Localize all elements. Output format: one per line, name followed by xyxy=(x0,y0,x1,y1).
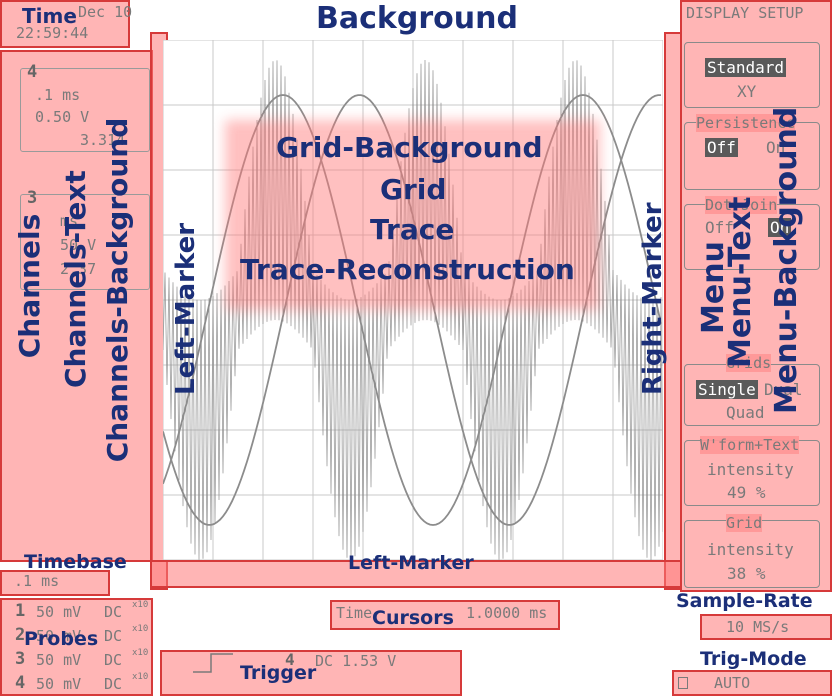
persistence-label: Persistence xyxy=(696,114,796,132)
wform-intensity-label2: intensity xyxy=(707,460,794,479)
date-text: Dec 10 xyxy=(78,3,133,21)
cursors-value: 1.0000 ms xyxy=(466,604,548,622)
probe-atten: x10 xyxy=(132,672,149,682)
annotation-time: Time xyxy=(22,4,77,28)
probe-volts: 50 mV xyxy=(36,675,82,693)
probe-volts: 50 mV xyxy=(36,651,82,669)
trig-mode-zone[interactable] xyxy=(672,670,832,696)
probes-zone xyxy=(0,598,153,696)
dot-join-on[interactable]: On xyxy=(768,218,792,237)
annotation-right-marker: Right-Marker xyxy=(638,202,668,395)
annotation-menu-text: Menu-Text xyxy=(723,196,758,368)
annotation-channels-background: Channels-Background xyxy=(101,117,134,463)
trace-noise xyxy=(163,59,663,560)
channel-value-4: 3.314 xyxy=(80,131,126,149)
cursors-zone[interactable] xyxy=(330,600,560,630)
trig-mode-indicator-icon xyxy=(678,677,688,689)
grid-intensity-label: Grid xyxy=(726,514,763,532)
wform-intensity-value: 49 % xyxy=(727,483,766,502)
trigger-channel: 4 xyxy=(285,650,295,669)
channel-volts-4: 0.50 V xyxy=(35,108,90,126)
probe-coupling: DC xyxy=(104,675,123,693)
probe-row-1[interactable]: 1 50 mV DC x10 xyxy=(0,600,150,624)
grid-background-highlight xyxy=(225,120,600,310)
cursors-label: Time xyxy=(336,604,373,622)
menu-panel xyxy=(680,0,832,592)
annotation-menu-background: Menu-Background xyxy=(769,106,804,414)
annotation-background: Background xyxy=(316,1,518,36)
display-mode-button[interactable] xyxy=(684,42,820,108)
dot-join-label: Dot Join xyxy=(705,196,778,214)
time-zone xyxy=(0,0,130,48)
wform-intensity-label: W'form+Text xyxy=(700,436,800,454)
annotation-cursors: Cursors xyxy=(372,607,454,629)
probe-row-3[interactable]: 3 50 mV DC x10 xyxy=(0,648,150,672)
timebase-zone xyxy=(0,570,110,596)
probe-coupling: DC xyxy=(104,627,123,645)
grids-single[interactable]: Single xyxy=(696,380,758,399)
timebase-value: .1 ms xyxy=(14,572,60,590)
dot-join-off[interactable]: Off xyxy=(705,218,734,237)
sample-rate-zone xyxy=(700,614,832,640)
probe-atten: x10 xyxy=(132,624,149,634)
annotation-timebase: Timebase xyxy=(24,551,127,573)
clock-text: 22:59:44 xyxy=(16,24,89,42)
probe-row-2[interactable]: 2 50 mV DC x10 xyxy=(0,624,150,648)
bottom-marker-zone xyxy=(150,560,682,588)
channel-number-3: 3 xyxy=(27,188,38,208)
annotation-left-marker-bottom: Left-Marker xyxy=(348,552,474,574)
annotation-trace: Trace xyxy=(370,213,455,246)
channel-value-3: 2.37 xyxy=(60,260,97,278)
display-mode-xy[interactable]: XY xyxy=(737,82,757,101)
channel-box-4[interactable] xyxy=(20,68,150,152)
channel-timebase-3: ms xyxy=(60,212,79,230)
probe-coupling: DC xyxy=(104,603,123,621)
annotation-grid-background: Grid-Background xyxy=(276,131,543,164)
grids-label: Grids xyxy=(726,354,772,372)
annotation-channels-text: Channels-Text xyxy=(59,170,92,388)
persistence-off[interactable]: Off xyxy=(705,138,738,157)
annotation-grid: Grid xyxy=(380,173,447,206)
annotation-trig-mode: Trig-Mode xyxy=(700,648,807,670)
probe-row-4[interactable]: 4 50 mV DC x10 xyxy=(0,672,150,696)
probe-number: 3 xyxy=(15,649,26,669)
probe-number: 2 xyxy=(15,625,26,645)
probe-atten: x10 xyxy=(132,648,149,658)
menu-title: DISPLAY SETUP xyxy=(686,4,804,22)
display-mode-standard[interactable]: Standard xyxy=(705,58,787,77)
probe-number: 1 xyxy=(15,601,26,621)
annotation-probes: Probes xyxy=(24,628,99,650)
channels-panel xyxy=(0,50,153,562)
annotation-channels: Channels xyxy=(13,213,46,359)
channel-number-4: 4 xyxy=(27,62,38,82)
grids-quad[interactable]: Quad xyxy=(726,403,765,422)
annotation-trace-reconstruction: Trace-Reconstruction xyxy=(240,253,575,286)
grids-dual[interactable]: Dual xyxy=(764,380,803,399)
probe-volts: 50 mV xyxy=(36,627,82,645)
annotation-sample-rate: Sample-Rate xyxy=(676,590,813,612)
trigger-level: DC 1.53 V xyxy=(315,652,397,670)
sample-rate-value: 10 MS/s xyxy=(726,618,790,636)
probe-volts: 50 mV xyxy=(36,603,82,621)
trace-envelope-b xyxy=(163,94,662,526)
probe-atten: x10 xyxy=(132,600,149,610)
annotation-trigger: Trigger xyxy=(240,662,317,684)
annotation-left-marker: Left-Marker xyxy=(171,222,201,395)
grid-intensity-value: 38 % xyxy=(727,564,766,583)
probe-coupling: DC xyxy=(104,651,123,669)
channel-box-3[interactable] xyxy=(20,194,150,290)
probe-number: 4 xyxy=(15,673,26,693)
channel-timebase-4: .1 ms xyxy=(35,86,81,104)
trig-mode-value: AUTO xyxy=(714,674,751,692)
waveform-grid[interactable] xyxy=(163,40,663,560)
trigger-edge-icon xyxy=(193,653,233,673)
persistence-on[interactable]: On xyxy=(766,138,786,157)
channel-volts-3: 50 V xyxy=(60,236,97,254)
grid-intensity-label2: intensity xyxy=(707,540,794,559)
